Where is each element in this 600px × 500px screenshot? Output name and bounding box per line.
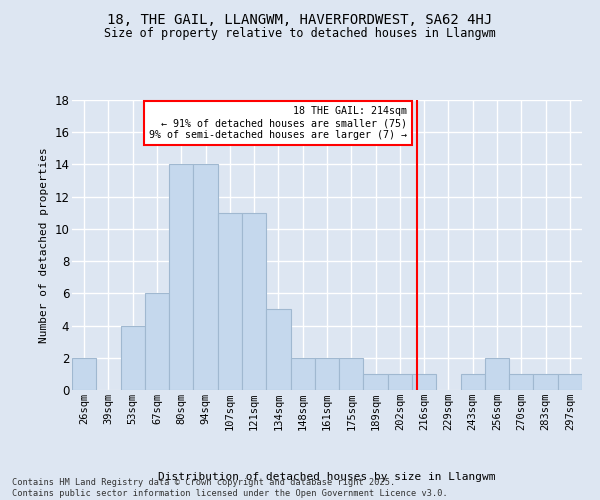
Bar <box>145 294 169 390</box>
Bar <box>558 374 582 390</box>
Text: Contains HM Land Registry data © Crown copyright and database right 2025.
Contai: Contains HM Land Registry data © Crown c… <box>12 478 448 498</box>
Bar <box>72 358 96 390</box>
Bar <box>412 374 436 390</box>
Bar <box>315 358 339 390</box>
Bar <box>121 326 145 390</box>
X-axis label: Distribution of detached houses by size in Llangwm: Distribution of detached houses by size … <box>158 472 496 482</box>
Bar <box>388 374 412 390</box>
Bar <box>485 358 509 390</box>
Bar <box>169 164 193 390</box>
Text: 18, THE GAIL, LLANGWM, HAVERFORDWEST, SA62 4HJ: 18, THE GAIL, LLANGWM, HAVERFORDWEST, SA… <box>107 12 493 26</box>
Bar <box>509 374 533 390</box>
Bar <box>339 358 364 390</box>
Bar <box>364 374 388 390</box>
Bar <box>290 358 315 390</box>
Bar <box>533 374 558 390</box>
Y-axis label: Number of detached properties: Number of detached properties <box>38 147 49 343</box>
Bar <box>242 213 266 390</box>
Text: 18 THE GAIL: 214sqm
← 91% of detached houses are smaller (75)
9% of semi-detache: 18 THE GAIL: 214sqm ← 91% of detached ho… <box>149 106 407 140</box>
Bar <box>218 213 242 390</box>
Bar <box>266 310 290 390</box>
Bar <box>193 164 218 390</box>
Text: Size of property relative to detached houses in Llangwm: Size of property relative to detached ho… <box>104 28 496 40</box>
Bar <box>461 374 485 390</box>
